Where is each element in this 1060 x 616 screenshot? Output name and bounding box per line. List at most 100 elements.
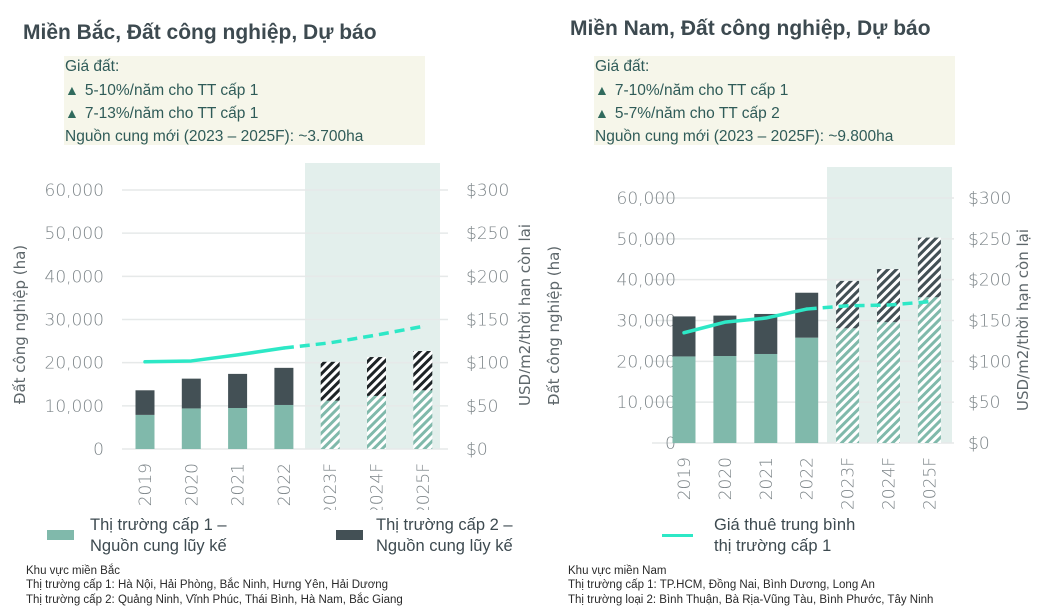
x-tick-label: 2021	[757, 457, 777, 500]
price-line-actual	[682, 307, 809, 335]
bar-tier2	[713, 315, 737, 357]
info-bullet: ▲ 7-10%/năm cho TT cấp 1	[595, 79, 955, 103]
x-tick-label: 2020	[716, 457, 736, 500]
y-tick-label: 40,000	[45, 267, 104, 287]
bar-tier2	[320, 361, 340, 401]
bar-tier1	[320, 400, 340, 449]
info-heading: Giá đất:	[595, 58, 650, 75]
y-right-tick-label: $100	[466, 354, 509, 374]
footnote: Khu vực miền Bắc Thị trường cấp 1: Hà Nộ…	[26, 564, 403, 607]
y-right-tick-label: $0	[968, 434, 990, 454]
footnote: Khu vực miền Nam Thị trường cấp 1: TP.HC…	[568, 564, 933, 607]
bar-tier2	[228, 373, 248, 408]
legend-tier1-line2: Nguồn cung lũy kế	[90, 537, 227, 555]
y-tick-label: 20,000	[45, 354, 104, 374]
legend-line-swatch	[662, 534, 693, 537]
x-tick-label: 2023F	[321, 463, 341, 510]
bar-tier1	[181, 408, 201, 449]
y-tick-label: 30,000	[617, 312, 676, 332]
x-tick-label: 2025F	[920, 457, 940, 510]
legend-tier2-swatch	[336, 530, 363, 540]
x-tick-label: 2021	[229, 463, 249, 506]
y-tick-label: 50,000	[45, 224, 104, 244]
bar-tier2	[795, 292, 819, 338]
y-right-tick-label: $250	[968, 230, 1011, 250]
bar-tier1	[228, 407, 248, 449]
triangle-up-icon: ▲	[595, 81, 609, 98]
bar-tier2	[181, 378, 201, 409]
footnote-region: Khu vực miền Bắc	[26, 565, 120, 577]
info-bullet-text: 5-10%/năm cho TT cấp 1	[84, 81, 259, 99]
triangle-up-icon: ▲	[65, 81, 79, 98]
info-bullet-text: 7-13%/năm cho TT cấp 1	[84, 105, 259, 122]
y-tick-label: 30,000	[45, 311, 104, 331]
bar-tier2	[413, 351, 433, 391]
info-bullet: ▲ 7-13%/năm cho TT cấp 1	[65, 102, 425, 126]
legend-line-line2: thị trường cấp 1	[714, 537, 832, 555]
info-supply: Nguồn cung mới (2023 – 2025F): ~3.700ha	[65, 127, 364, 145]
y-right-tick-label: $100	[968, 352, 1011, 372]
bar-tier1	[274, 404, 294, 449]
y-tick-label: 50,000	[617, 230, 676, 250]
x-tick-label: 2019	[136, 463, 156, 506]
price-line-forecast	[806, 299, 930, 311]
legend-tier1-swatch	[47, 530, 74, 540]
y-right-tick-label: $150	[466, 311, 509, 331]
info-bullet-text: 7-10%/năm cho TT cấp 1	[614, 81, 789, 99]
bar-tier1	[367, 395, 386, 449]
bar-tier1	[672, 356, 696, 443]
bar-tier2	[754, 313, 778, 354]
bar-tier1	[413, 390, 433, 449]
price-line-actual	[143, 346, 286, 364]
y-tick-label: 0	[93, 440, 104, 460]
chart-title: Miền Bắc, Đất công nghiệp, Dự báo	[23, 21, 377, 44]
y-right-tick-label: $50	[466, 397, 498, 417]
y-tick-label: 0	[665, 434, 676, 454]
triangle-up-icon: ▲	[65, 105, 79, 121]
x-tick-label: 2020	[182, 463, 202, 506]
y-right-tick-label: $200	[466, 267, 509, 287]
bar-tier1	[795, 337, 819, 443]
y-tick-label: 20,000	[617, 352, 676, 372]
footnote-tier1: Thị trường cấp 1: TP.HCM, Đồng Nai, Bình…	[568, 579, 875, 592]
bar-tier2	[917, 237, 941, 298]
legend-tier2-line1: Thị trường cấp 2 –	[376, 516, 513, 534]
y-right-tick-label: $0	[466, 440, 488, 460]
bar-tier1	[713, 356, 737, 443]
bar-tier2	[672, 316, 696, 357]
x-tick-label: 2024F	[880, 457, 900, 510]
bar-tier1	[877, 322, 900, 443]
legend-tier2-line2: Nguồn cung lũy kế	[376, 537, 513, 555]
y-right-tick-label: $200	[968, 271, 1011, 291]
north-chart: 0 $0 10,000 $50 20,000 $100 30,000 $150 40,000 $2…	[11, 163, 530, 510]
price-info-box: Giá đất: ▲ 7-10%/năm cho TT cấp 1 ▲ 5-7%/n…	[594, 56, 955, 145]
y-axis-title: Đất công nghiệp (ha)	[545, 246, 563, 405]
footnote-tier2: Thị trường loại 2: Bình Thuận, Bà Rịa-Vũ…	[568, 593, 934, 606]
x-tick-label: 2024F	[368, 463, 388, 510]
y-right-tick-label: $300	[968, 189, 1011, 209]
footnote-tier1: Thị trường cấp 1: Hà Nội, Hải Phòng, Bắc…	[26, 579, 389, 592]
legend-tier1-line1: Thị trường cấp 1 –	[90, 516, 227, 534]
triangle-up-icon: ▲	[595, 105, 609, 121]
info-heading: Giá đất:	[65, 58, 120, 75]
footnote-tier2: Thị trường cấp 2: Quảng Ninh, Vĩnh Phúc,…	[26, 593, 403, 606]
bar-tier1	[754, 353, 778, 443]
north-panel: Miền Bắc, Đất công nghiệp, Dự báo Giá đấ…	[11, 21, 530, 607]
legend-line: Giá thuê trung bình thị trường cấp 1	[714, 515, 855, 557]
bar-tier2	[135, 390, 155, 415]
south-panel: Miền Nam, Đất công nghiệp, Dự báo Giá đấ…	[530, 0, 1060, 616]
price-line-forecast	[283, 324, 424, 350]
info-bullet: ▲ 5-10%/năm cho TT cấp 1	[65, 79, 425, 103]
x-tick-label: 2025F	[414, 463, 434, 510]
y-tick-label: 10,000	[45, 397, 104, 417]
x-tick-label: 2019	[675, 457, 695, 500]
bar-tier2	[367, 357, 386, 396]
bar-tier1	[135, 414, 155, 449]
x-tick-label: 2022	[798, 457, 818, 500]
bar-tier2	[877, 269, 900, 323]
y-right-tick-label: $300	[466, 181, 509, 201]
price-info-box: Giá đất: ▲ 5-10%/năm cho TT cấp 1 ▲ 7-13%/…	[64, 56, 425, 145]
info-supply: Nguồn cung mới (2023 – 2025F): ~9.800ha	[595, 127, 894, 145]
info-bullet-text: 5-7%/năm cho TT cấp 2	[614, 105, 780, 122]
south-chart: 0 $0 10,000 $50 20,000 $100 30,000 $150 40,000 $2…	[545, 167, 1032, 510]
